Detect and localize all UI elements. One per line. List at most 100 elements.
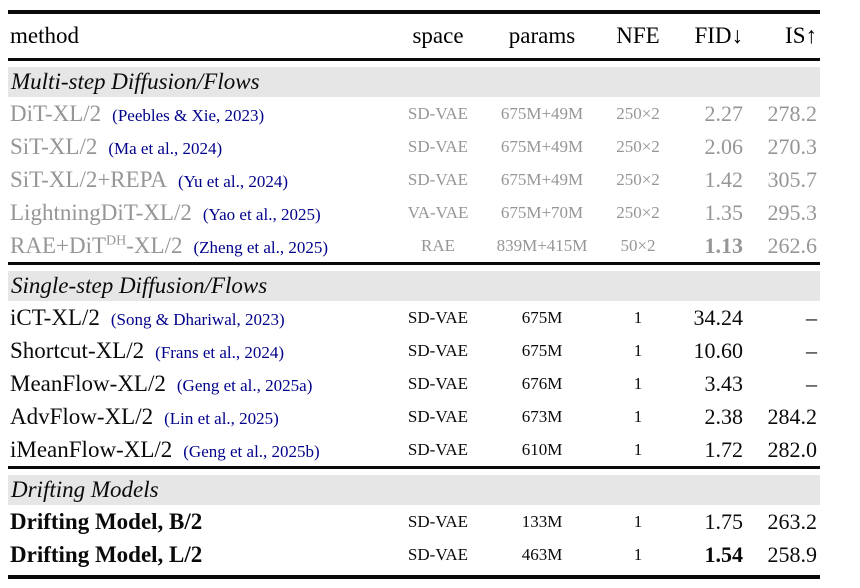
fid-cell: 2.06 (704, 133, 744, 159)
method-cell: iMeanFlow-XL/2 (Geng et al., 2025b) (8, 437, 400, 463)
space-cell: SD-VAE (407, 169, 469, 189)
is-cell: 305.7 (767, 166, 818, 192)
nfe-cell: 250×2 (616, 169, 660, 189)
method-name: iMeanFlow-XL/2 (10, 436, 173, 462)
nfe-cell: 1 (633, 511, 643, 531)
nfe-cell: 250×2 (616, 202, 660, 222)
table-row: MeanFlow-XL/2 (Geng et al., 2025a) SD-VA… (8, 367, 820, 400)
params-cell: 675M+49M (500, 136, 584, 156)
section-title: Drifting Models (11, 477, 159, 502)
table-row: iCT-XL/2 (Song & Dhariwal, 2023) SD-VAE … (8, 301, 820, 334)
nfe-cell: 1 (633, 544, 643, 564)
table-row: SiT-XL/2 (Ma et al., 2024) SD-VAE 675M+4… (8, 130, 820, 163)
method-name: SiT-XL/2+REPA (10, 166, 167, 192)
space-cell: SD-VAE (407, 340, 469, 360)
table-row: SiT-XL/2+REPA (Yu et al., 2024) SD-VAE 6… (8, 163, 820, 196)
nfe-cell: 50×2 (620, 235, 656, 255)
nfe-cell: 250×2 (616, 136, 660, 156)
params-cell: 675M+70M (500, 202, 584, 222)
fid-cell: 1.54 (704, 541, 744, 567)
nfe-cell: 1 (633, 439, 643, 459)
params-cell: 676M (521, 373, 563, 393)
col-header-is: IS↑ (785, 23, 817, 48)
params-cell: 675M (521, 340, 563, 360)
method-cell: RAE+DiTDH-XL/2 (Zheng et al., 2025) (8, 233, 400, 259)
section-band: Multi-step Diffusion/Flows (8, 67, 820, 97)
space-cell: SD-VAE (407, 511, 469, 531)
is-cell: 295.3 (767, 199, 818, 225)
fid-cell: 2.27 (704, 100, 744, 126)
params-cell: 675M+49M (500, 169, 584, 189)
citation-link[interactable]: (Geng et al., 2025a) (176, 375, 313, 395)
is-cell: 270.3 (767, 133, 818, 159)
citation-link[interactable]: (Yu et al., 2024) (177, 171, 288, 191)
results-table: method space params NFE FID↓ IS↑ Multi-s… (8, 10, 820, 579)
method-name: Shortcut-XL/2 (10, 337, 145, 363)
method-cell: iCT-XL/2 (Song & Dhariwal, 2023) (8, 305, 400, 331)
is-cell: 282.0 (767, 436, 818, 462)
table-row: AdvFlow-XL/2 (Lin et al., 2025) SD-VAE 6… (8, 400, 820, 433)
col-header-fid: FID↓ (694, 23, 743, 48)
section-band: Single-step Diffusion/Flows (8, 271, 820, 301)
table-row: iMeanFlow-XL/2 (Geng et al., 2025b) SD-V… (8, 433, 820, 466)
method-cell: MeanFlow-XL/2 (Geng et al., 2025a) (8, 371, 400, 397)
method-name: SiT-XL/2 (10, 133, 98, 159)
nfe-cell: 1 (633, 406, 643, 426)
params-cell: 675M (521, 307, 563, 327)
is-cell: – (806, 337, 817, 363)
citation-link[interactable]: (Geng et al., 2025b) (183, 441, 320, 461)
section-multi-step: Multi-step Diffusion/Flows DiT-XL/2 (Pee… (8, 67, 820, 262)
space-cell: SD-VAE (407, 439, 469, 459)
section-rule (8, 262, 820, 265)
method-name: MeanFlow-XL/2 (10, 370, 166, 396)
col-header-method: method (10, 23, 79, 48)
method-cell: SiT-XL/2 (Ma et al., 2024) (8, 134, 400, 160)
space-cell: SD-VAE (407, 103, 469, 123)
method-cell: LightningDiT-XL/2 (Yao et al., 2025) (8, 200, 400, 226)
citation-link[interactable]: (Lin et al., 2025) (164, 408, 279, 428)
is-cell: – (806, 370, 817, 396)
citation-link[interactable]: (Yao et al., 2025) (202, 204, 321, 224)
header-row: method space params NFE FID↓ IS↑ (8, 14, 820, 58)
citation-link[interactable]: (Zheng et al., 2025) (193, 237, 329, 257)
space-cell: SD-VAE (407, 544, 469, 564)
table-row: LightningDiT-XL/2 (Yao et al., 2025) VA-… (8, 196, 820, 229)
is-cell: 278.2 (767, 100, 818, 126)
is-cell: 284.2 (767, 403, 818, 429)
col-header-params: params (508, 23, 576, 48)
space-cell: SD-VAE (407, 373, 469, 393)
params-cell: 610M (521, 439, 563, 459)
nfe-cell: 250×2 (616, 103, 660, 123)
citation-link[interactable]: (Ma et al., 2024) (108, 138, 223, 158)
method-cell: Drifting Model, B/2 (8, 509, 400, 535)
section-title: Single-step Diffusion/Flows (11, 273, 268, 298)
method-name: iCT-XL/2 (10, 304, 100, 330)
table-row: Shortcut-XL/2 (Frans et al., 2024) SD-VA… (8, 334, 820, 367)
citation-link[interactable]: (Song & Dhariwal, 2023) (110, 309, 285, 329)
nfe-cell: 1 (633, 307, 643, 327)
method-superscript: DH (106, 232, 127, 248)
method-name: AdvFlow-XL/2 (10, 403, 154, 429)
method-name: LightningDiT-XL/2 (10, 199, 192, 225)
col-header-nfe: NFE (616, 23, 660, 48)
method-cell: Drifting Model, L/2 (8, 542, 400, 568)
method-cell: SiT-XL/2+REPA (Yu et al., 2024) (8, 167, 400, 193)
fid-cell: 34.24 (693, 304, 744, 330)
is-cell: 262.6 (767, 232, 818, 258)
method-cell: AdvFlow-XL/2 (Lin et al., 2025) (8, 404, 400, 430)
params-cell: 839M+415M (496, 235, 588, 255)
fid-cell: 1.75 (704, 508, 744, 534)
citation-link[interactable]: (Frans et al., 2024) (155, 342, 285, 362)
citation-link[interactable]: (Peebles & Xie, 2023) (112, 105, 265, 125)
is-cell: 258.9 (767, 541, 818, 567)
fid-cell: 1.42 (704, 166, 744, 192)
table-row: Drifting Model, L/2 SD-VAE 463M 1 1.54 2… (8, 538, 820, 571)
params-cell: 673M (521, 406, 563, 426)
params-cell: 675M+49M (500, 103, 584, 123)
method-name: Drifting Model, L/2 (10, 541, 203, 567)
nfe-cell: 1 (633, 340, 643, 360)
fid-cell: 2.38 (704, 403, 744, 429)
method-name: DiT-XL/2 (10, 100, 102, 126)
top-rule (8, 10, 820, 14)
method-name: RAE+DiTDH-XL/2 (10, 232, 183, 258)
